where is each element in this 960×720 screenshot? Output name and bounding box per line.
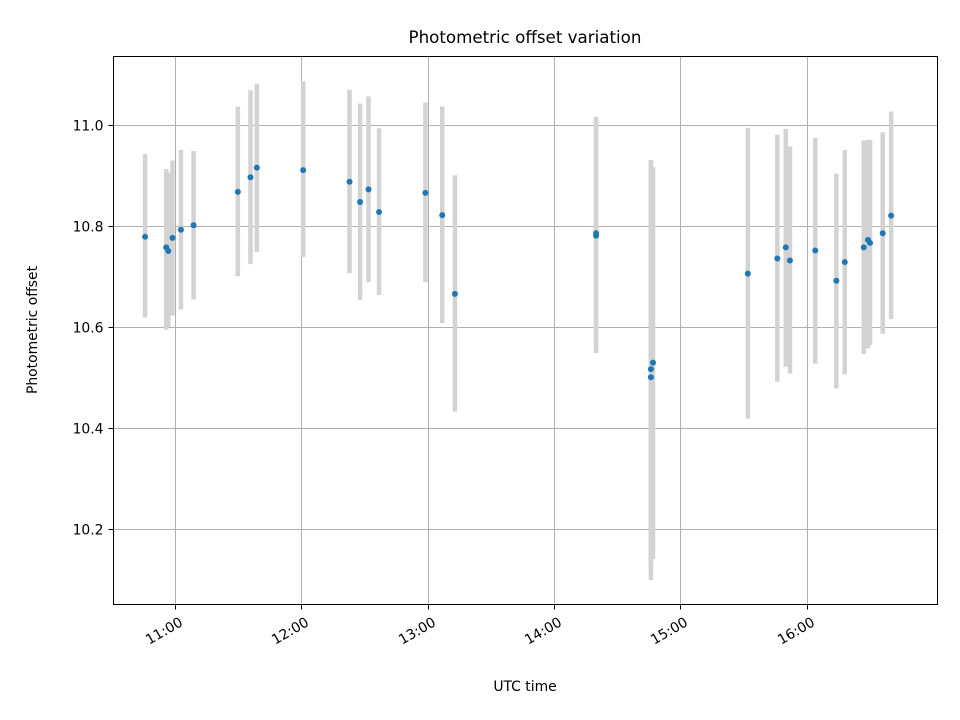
x-tick-label: 16:00	[775, 615, 818, 649]
chart-title: Photometric offset variation	[409, 27, 642, 47]
data-point	[422, 189, 429, 196]
plot-frame	[113, 56, 938, 605]
data-point	[365, 186, 372, 193]
data-point	[247, 174, 254, 181]
data-point	[879, 230, 886, 237]
data-point	[786, 257, 793, 264]
data-point	[841, 259, 848, 266]
x-tick-label: 12:00	[269, 615, 312, 649]
data-point	[451, 290, 458, 297]
y-tick-label: 10.6	[73, 320, 104, 336]
data-point	[357, 198, 364, 205]
data-point	[346, 178, 353, 185]
data-point	[888, 212, 895, 219]
data-point	[593, 230, 600, 237]
data-point	[649, 359, 656, 366]
data-point	[860, 244, 867, 251]
error-bars	[142, 81, 894, 581]
data-point	[165, 247, 172, 254]
data-point	[782, 244, 789, 251]
data-point	[647, 374, 654, 381]
x-axis-label: UTC time	[493, 679, 556, 695]
data-point	[439, 212, 446, 219]
x-tick-label: 15:00	[648, 615, 691, 649]
data-point	[647, 366, 654, 373]
x-tick-label: 13:00	[396, 615, 439, 649]
x-tick-label: 14:00	[522, 615, 565, 649]
data-point	[190, 222, 197, 229]
x-tick-label: 11:00	[143, 615, 186, 649]
y-tick-label: 10.2	[73, 522, 104, 538]
data-point	[234, 188, 241, 195]
data-point	[169, 234, 176, 241]
data-point	[142, 233, 149, 240]
data-point	[867, 239, 874, 246]
y-tick-label: 10.8	[73, 219, 104, 235]
data-point	[300, 167, 307, 174]
y-tick-label: 10.4	[73, 421, 104, 437]
data-point	[744, 270, 751, 277]
y-tick-label: 11.0	[73, 118, 104, 134]
data-point	[253, 164, 260, 171]
axis-ticks: 11:00 12:00 13:00 14:00 15:00 16:00 10.2 10.4 10…	[73, 118, 818, 648]
data-point	[812, 247, 819, 254]
data-points	[142, 164, 895, 381]
y-axis-label: Photometric offset	[25, 265, 41, 394]
data-point	[376, 209, 383, 216]
data-point	[833, 277, 840, 284]
data-point	[774, 255, 781, 262]
data-point	[177, 226, 184, 233]
